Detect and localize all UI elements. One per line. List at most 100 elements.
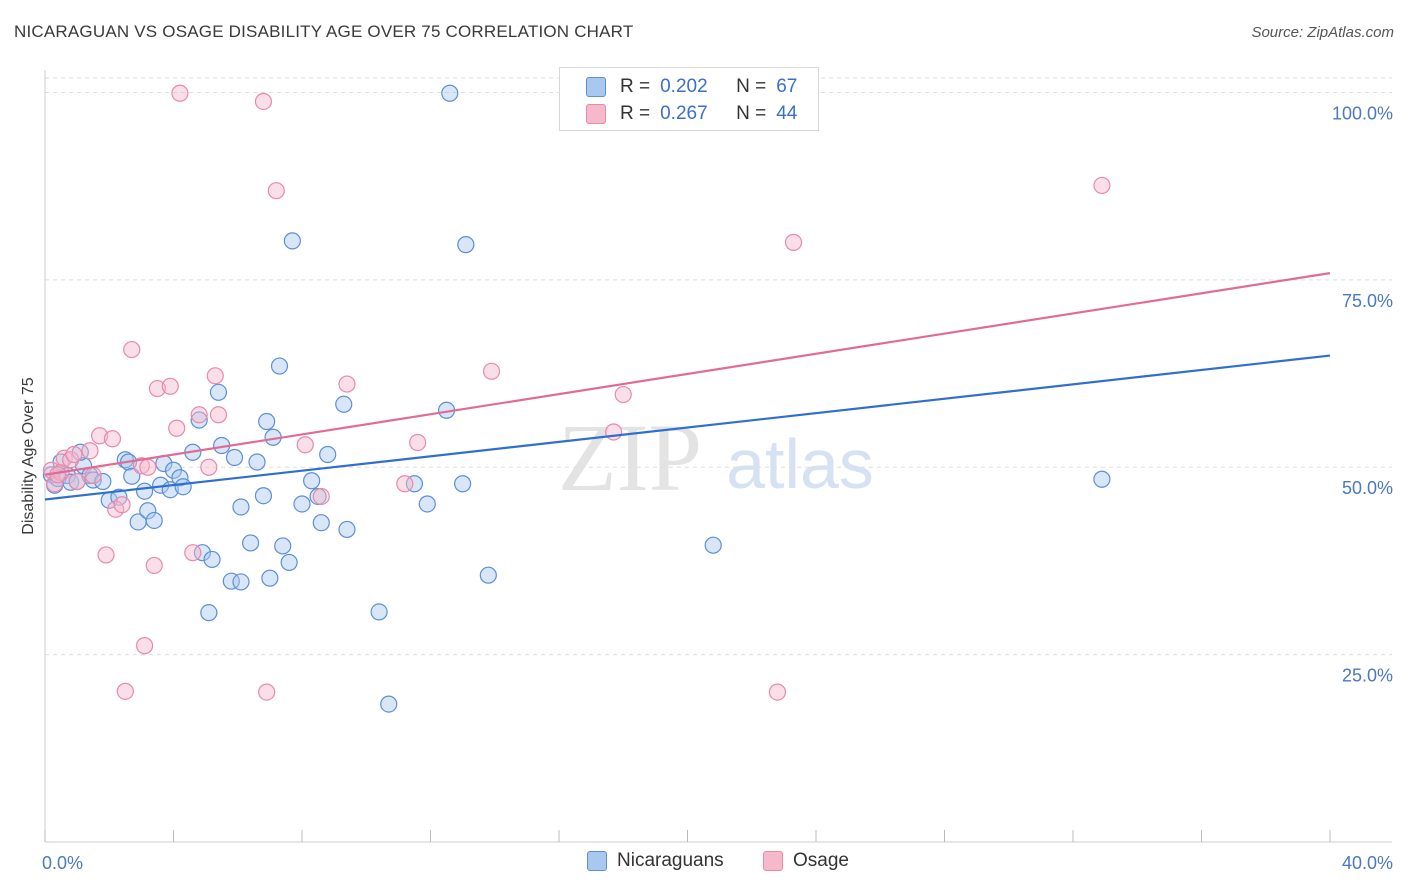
watermark-atlas: atlas xyxy=(726,425,874,503)
legend-r-value: 0.202 xyxy=(660,76,708,97)
osage-point xyxy=(206,367,224,385)
source-label: Source: ZipAtlas.com xyxy=(1251,24,1394,41)
osage-point xyxy=(482,362,501,380)
osage-point xyxy=(135,637,154,655)
osage-trend-line xyxy=(44,272,1331,476)
nicaraguans-point xyxy=(171,469,189,487)
osage-point xyxy=(605,423,623,441)
osage-point xyxy=(768,683,787,701)
osage-point xyxy=(84,466,102,485)
data-points xyxy=(42,84,1111,713)
nicaraguans-point xyxy=(370,603,388,621)
legend-r-value: 0.267 xyxy=(660,103,708,124)
osage-point xyxy=(81,442,99,460)
nicaraguans-point xyxy=(254,487,273,505)
legend-n-value: 67 xyxy=(776,76,798,97)
nicaraguans-point xyxy=(303,472,321,490)
nicaraguans-trend-line xyxy=(44,354,1331,501)
nicaraguans-point xyxy=(454,475,472,493)
watermark: ZIP atlas xyxy=(558,404,874,511)
legend-item-osage: Osage xyxy=(763,850,849,872)
nicaraguans-point xyxy=(139,502,157,520)
osage-point xyxy=(68,472,86,491)
osage-point xyxy=(312,487,330,506)
y-axis-title: Disability Age Over 75 xyxy=(20,377,37,535)
stats-legend: R = 0.202 N = 67 R = 0.267 N = 44 xyxy=(559,67,819,131)
nicaraguans-point xyxy=(190,411,208,429)
nicaraguans-swatch-icon xyxy=(586,77,606,97)
nicaraguans-point xyxy=(193,544,212,562)
nicaraguans-point xyxy=(441,84,459,102)
osage-point xyxy=(784,233,803,251)
nicaraguans-point xyxy=(222,572,240,590)
osage-swatch-icon xyxy=(763,851,783,871)
y-tick-label: 100.0% xyxy=(1332,103,1393,123)
osage-point xyxy=(55,449,73,467)
legend-n-value: 44 xyxy=(776,103,798,124)
osage-point xyxy=(254,92,273,111)
osage-point xyxy=(65,445,83,464)
nicaraguans-point xyxy=(248,453,266,471)
legend-r-label: R = xyxy=(620,103,651,124)
osage-point xyxy=(614,385,632,404)
legend-row-nicaraguans: R = 0.202 N = 67 xyxy=(560,73,797,101)
nicaraguans-point xyxy=(135,482,154,500)
osage-point xyxy=(258,683,276,701)
nicaraguans-point xyxy=(242,534,260,552)
osage-point xyxy=(91,427,109,445)
nicaraguans-point xyxy=(418,495,436,513)
legend-row-osage: R = 0.267 N = 44 xyxy=(560,100,797,128)
osage-point xyxy=(209,406,228,424)
nicaraguans-point xyxy=(200,604,218,622)
axes xyxy=(44,70,1392,843)
nicaraguans-point xyxy=(312,514,330,532)
nicaraguans-point xyxy=(94,472,112,491)
nicaraguans-point xyxy=(232,573,250,591)
legend-n-label: N = xyxy=(736,76,767,97)
trend-lines xyxy=(44,272,1331,501)
osage-point xyxy=(145,556,163,575)
nicaraguans-point xyxy=(145,511,163,530)
nicaraguans-point xyxy=(479,566,497,584)
legend-n-label: N = xyxy=(736,103,767,124)
nicaraguans-point xyxy=(203,550,221,569)
nicaraguans-point xyxy=(457,236,475,254)
nicaraguans-point xyxy=(335,395,353,413)
watermark-zip: ZIP xyxy=(558,404,702,511)
osage-swatch-icon xyxy=(586,104,606,124)
osage-point xyxy=(116,682,134,700)
osage-point xyxy=(171,84,189,102)
nicaraguans-point xyxy=(270,357,289,375)
y-tick-label: 25.0% xyxy=(1342,666,1393,686)
nicaraguans-point xyxy=(225,448,244,467)
nicaraguans-point xyxy=(232,498,250,516)
axis-labels: 25.0% 50.0% 75.0% 100.0% 0.0% 40.0% Disability… xyxy=(20,103,1393,873)
osage-point xyxy=(123,340,141,359)
osage-point xyxy=(49,466,67,484)
osage-point xyxy=(190,406,208,424)
gridlines xyxy=(45,77,1392,656)
nicaraguans-point xyxy=(704,536,722,554)
nicaraguans-point xyxy=(258,412,276,431)
chart-title: NICARAGUAN VS OSAGE DISABILITY AGE OVER … xyxy=(14,22,634,41)
y-tick-label: 50.0% xyxy=(1342,478,1393,498)
nicaraguans-point xyxy=(274,537,292,555)
nicaraguans-swatch-icon xyxy=(587,851,607,871)
osage-point xyxy=(148,379,167,398)
osage-point xyxy=(396,475,414,493)
nicaraguans-point xyxy=(319,445,337,464)
osage-point xyxy=(168,419,186,437)
legend-item-nicaraguans: Nicaraguans xyxy=(587,850,724,872)
nicaraguans-point xyxy=(293,495,311,513)
y-tick-label: 75.0% xyxy=(1342,291,1393,311)
osage-point xyxy=(409,433,427,452)
nicaraguans-point xyxy=(283,232,301,250)
osage-point xyxy=(267,182,285,200)
osage-point xyxy=(1093,176,1111,195)
nicaraguans-point xyxy=(380,695,398,713)
osage-point xyxy=(132,457,150,475)
osage-point xyxy=(161,377,179,395)
nicaraguans-point xyxy=(338,520,356,539)
legend-r-label: R = xyxy=(620,76,651,97)
